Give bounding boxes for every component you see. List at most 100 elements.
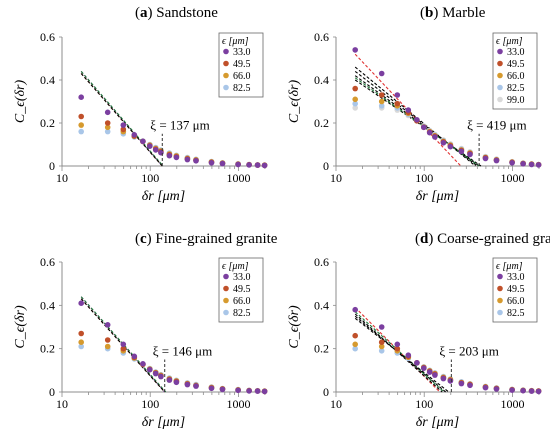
y-tick-label: 0.2 [314, 342, 329, 356]
x-tick-label: 10 [330, 171, 342, 185]
data-point [378, 92, 385, 98]
data-point [394, 341, 401, 348]
data-point [414, 360, 420, 366]
data-point [78, 94, 84, 100]
y-tick-label: 0 [49, 385, 55, 399]
data-point [254, 162, 261, 168]
y-axis-label: C_ϵ(δr) [287, 305, 302, 349]
data-point [78, 330, 84, 337]
data-point [482, 384, 489, 391]
data-point [158, 373, 164, 380]
y-tick-label: 0.6 [40, 30, 55, 44]
legend-entry: 82.5 [507, 308, 525, 319]
data-point [78, 300, 84, 307]
data-point [261, 388, 268, 395]
legend-title: ϵ [μm] [222, 36, 249, 47]
data-point [440, 140, 447, 146]
legend-entry: 33.0 [233, 272, 251, 283]
data-point [184, 156, 191, 163]
data-point [352, 96, 359, 103]
data-point [219, 160, 226, 167]
data-point [104, 124, 111, 131]
x-tick-label: 100 [141, 397, 159, 411]
data-point [166, 152, 173, 159]
data-point [208, 385, 215, 392]
panel-c: (c) Fine-grained granite 10 100 1000 0 0.2 0.4… [13, 231, 278, 430]
legend-marker [497, 48, 503, 55]
xi-annotation: ξ = 137 μm [150, 118, 209, 133]
data-point [147, 366, 153, 373]
legend-entry: 49.5 [233, 59, 251, 70]
data-point [458, 148, 465, 155]
x-tick-label: 1000 [226, 171, 250, 185]
data-point [352, 341, 359, 348]
legend-marker [497, 72, 503, 79]
panel-title: (a) Sandstone [135, 5, 218, 21]
data-point [378, 98, 385, 105]
legend-entry: 33.0 [233, 47, 251, 58]
data-point [426, 369, 433, 375]
legend-marker [497, 285, 503, 292]
data-point [104, 322, 111, 328]
x-tick-label: 1000 [500, 171, 524, 185]
y-tick-label: 0 [323, 385, 329, 399]
y-tick-label: 0.6 [314, 255, 329, 269]
data-point [405, 107, 412, 113]
legend-marker [223, 309, 229, 316]
data-point [520, 387, 526, 394]
legend-entry: 49.5 [233, 284, 251, 295]
legend-title: ϵ [μm] [222, 261, 249, 272]
data-point [352, 47, 359, 53]
data-point [394, 100, 401, 107]
data-point [458, 380, 465, 387]
data-point [120, 126, 127, 133]
fit-line [80, 296, 167, 393]
legend-entry: 49.5 [507, 59, 525, 70]
y-axis-label: C_ϵ(δr) [287, 80, 302, 124]
data-point [246, 388, 252, 394]
data-point [254, 388, 261, 394]
y-tick-label: 0.2 [314, 116, 329, 130]
legend-entry: 33.0 [507, 47, 525, 58]
legend: ϵ [μm]33.049.566.082.5 [492, 257, 538, 323]
xi-annotation: ξ = 203 μm [439, 343, 498, 358]
data-point [535, 388, 542, 395]
legend-marker [223, 297, 229, 304]
data-point [447, 143, 454, 150]
xi-annotation: ξ = 419 μm [467, 118, 526, 133]
y-axis-label: C_ϵ(δr) [13, 305, 28, 349]
data-point [352, 105, 359, 111]
data-point [378, 348, 385, 354]
legend-marker [497, 96, 503, 103]
data-point [131, 132, 138, 138]
data-point [421, 365, 427, 372]
legend-marker [223, 60, 229, 67]
data-point [520, 161, 526, 167]
xi-annotation: ξ = 146 μm [153, 343, 212, 358]
legend-marker [497, 84, 503, 91]
data-point [440, 375, 447, 382]
x-tick-label: 10 [330, 397, 342, 411]
y-tick-label: 0.2 [40, 116, 55, 130]
data-point [158, 149, 164, 156]
legend-marker [223, 273, 229, 280]
data-point [528, 161, 535, 168]
legend-entry: 33.0 [507, 272, 525, 283]
legend-entry: 99.0 [507, 95, 525, 106]
legend: ϵ [μm]33.049.566.082.599.0 [492, 32, 538, 110]
data-point [78, 122, 84, 128]
data-point [131, 353, 138, 360]
legend-entry: 49.5 [507, 284, 525, 295]
x-axis-label: δr [μm] [142, 189, 186, 204]
data-point [140, 361, 146, 367]
x-tick-label: 100 [415, 397, 433, 411]
data-point [352, 100, 359, 107]
data-point [104, 109, 111, 116]
data-point [426, 129, 433, 136]
data-point [352, 306, 359, 313]
data-point [467, 382, 473, 389]
data-point [173, 154, 180, 161]
fit-line [354, 66, 476, 167]
y-tick-label: 0.4 [40, 298, 55, 312]
